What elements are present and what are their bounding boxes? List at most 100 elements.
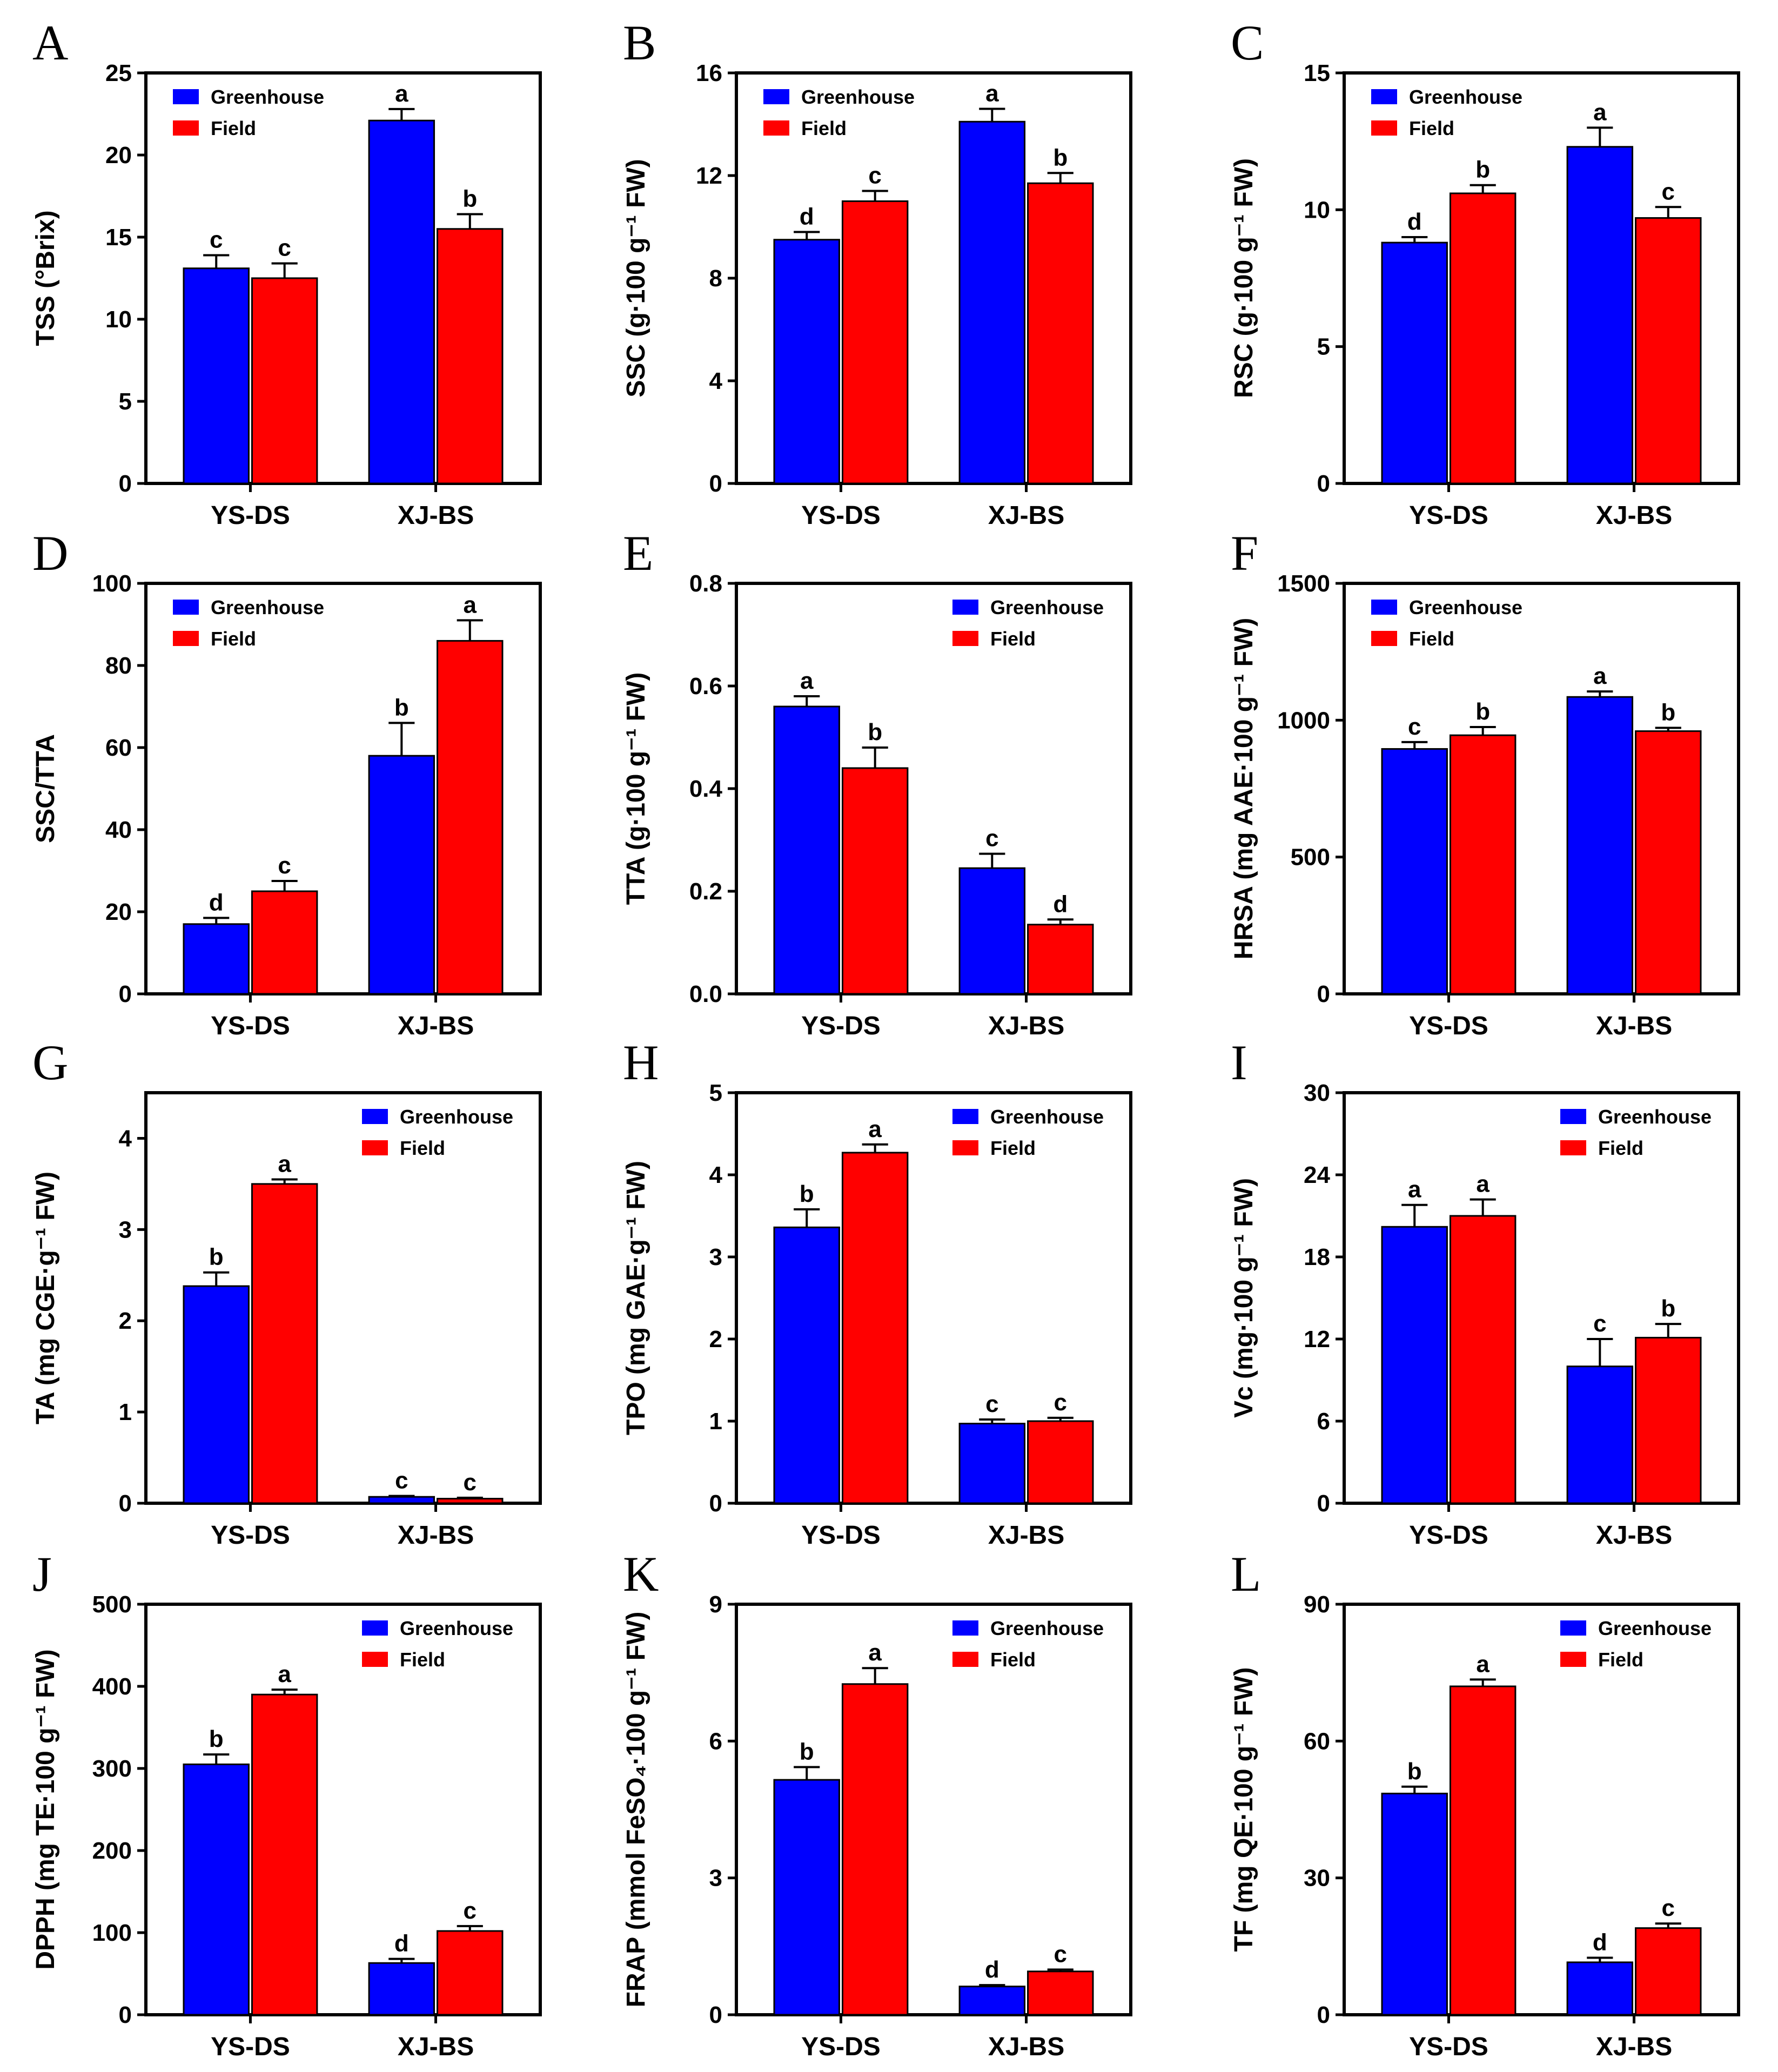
- y-tick-label: 9: [709, 1591, 722, 1618]
- bar-field-xj-bs: [1027, 1970, 1094, 2016]
- legend-swatch-greenhouse: [1371, 89, 1397, 104]
- y-tick-label: 0.0: [689, 981, 722, 1007]
- legend-swatch-greenhouse: [763, 89, 789, 104]
- legend-swatch-field: [1371, 631, 1397, 646]
- significance-letter: d: [1053, 891, 1068, 917]
- panel-l: L 0 30 60 90 TF (mg QE·100 g⁻¹ FW) YS-DS b a XJ-B…: [1230, 1546, 1740, 2061]
- legend-label-field: Field: [990, 1137, 1036, 1159]
- x-category-label: XJ-BS: [1596, 501, 1672, 530]
- significance-letter: c: [464, 1898, 477, 1924]
- x-category-label: XJ-BS: [1596, 2033, 1672, 2061]
- x-category-label: XJ-BS: [988, 1521, 1064, 1550]
- y-tick-label: 20: [105, 899, 132, 925]
- panel-letter-f: F: [1231, 526, 1258, 581]
- significance-letter: c: [1593, 1310, 1606, 1337]
- legend-label-greenhouse: Greenhouse: [1409, 596, 1522, 618]
- panel-letter-a: A: [32, 15, 68, 70]
- y-axis-label: TF (mg QE·100 g⁻¹ FW): [1230, 1667, 1258, 1952]
- bar-field-ys-ds: [251, 277, 318, 485]
- significance-letter: d: [985, 1956, 999, 1983]
- significance-letter: b: [868, 719, 882, 745]
- y-tick-label: 4: [709, 1162, 723, 1188]
- legend-label-greenhouse: Greenhouse: [1598, 1617, 1712, 1639]
- bar-field-ys-ds: [1449, 192, 1517, 485]
- x-category-label: YS-DS: [211, 1521, 290, 1550]
- axis-frame: [1343, 1603, 1740, 2016]
- y-tick-label: 0: [709, 1490, 722, 1517]
- legend-label-greenhouse: Greenhouse: [1598, 1106, 1712, 1128]
- legend-label-greenhouse: Greenhouse: [211, 86, 324, 108]
- legend-swatch-field: [1560, 1140, 1586, 1155]
- panel-j: J 0 100 200 300 400 500 DPPH (mg TE·100 g⁻¹ FW)…: [31, 1546, 542, 2061]
- legend-label-field: Field: [990, 628, 1036, 650]
- legend-swatch-field: [1560, 1652, 1586, 1667]
- bar-field-xj-bs: [1635, 1927, 1702, 2016]
- legend-swatch-field: [763, 120, 789, 136]
- legend-label-greenhouse: Greenhouse: [1409, 86, 1522, 108]
- panel-letter-e: E: [623, 526, 653, 581]
- bar-greenhouse-ys-ds: [1381, 1226, 1448, 1504]
- y-tick-label: 8: [709, 265, 722, 292]
- legend-swatch-field: [173, 631, 199, 646]
- significance-letter: b: [1407, 1758, 1422, 1785]
- axis-frame: [144, 1091, 542, 1505]
- y-tick-label: 5: [709, 1080, 722, 1106]
- y-axis-label: SSC/TTA: [31, 734, 60, 843]
- panel-f: F 0 500 1000 1500 HRSA (mg AAE·100 g⁻¹ FW) YS-…: [1230, 526, 1740, 1040]
- significance-letter: a: [1593, 99, 1607, 125]
- panel-b: B 0 4 8 12 16 SSC (g·100 g⁻¹ FW) YS-DS d c XJ-BS a b…: [622, 15, 1132, 530]
- x-category-label: XJ-BS: [398, 501, 474, 530]
- y-tick-label: 0.4: [689, 776, 723, 802]
- y-tick-label: 0.2: [689, 878, 722, 905]
- x-category-label: YS-DS: [801, 2033, 881, 2061]
- legend: Greenhouse Field: [173, 86, 324, 139]
- y-tick-label: 16: [696, 60, 722, 86]
- significance-letter: b: [462, 185, 477, 212]
- y-axis-label: TSS (°Brix): [31, 210, 60, 346]
- y-tick-label: 1000: [1277, 707, 1330, 734]
- panel-g: G 0 1 2 3 4 TA (mg CGE·g⁻¹ FW) YS-DS b a XJ-BS c c Gr…: [31, 1035, 542, 1550]
- significance-letter: b: [209, 1726, 224, 1752]
- x-category-label: YS-DS: [211, 2033, 290, 2061]
- legend-swatch-field: [362, 1652, 388, 1667]
- y-tick-label: 6: [709, 1728, 722, 1754]
- y-tick-label: 10: [105, 306, 132, 333]
- bar-greenhouse-ys-ds: [1381, 748, 1448, 995]
- panel-letter-d: D: [32, 526, 68, 581]
- significance-letter: c: [278, 235, 291, 261]
- bar-greenhouse-ys-ds: [773, 1779, 840, 2016]
- y-tick-label: 0: [1317, 1490, 1330, 1517]
- significance-letter: c: [1662, 178, 1675, 205]
- y-tick-label: 3: [709, 1244, 722, 1270]
- y-tick-label: 3: [119, 1216, 132, 1243]
- panel-letter-k: K: [623, 1546, 659, 1602]
- legend-label-greenhouse: Greenhouse: [990, 596, 1104, 618]
- y-axis-label: RSC (g·100 g⁻¹ FW): [1230, 158, 1258, 398]
- y-tick-label: 90: [1304, 1591, 1330, 1618]
- panel-letter-l: L: [1231, 1546, 1261, 1602]
- legend: Greenhouse Field: [763, 86, 915, 139]
- legend: Greenhouse Field: [952, 596, 1104, 650]
- significance-letter: a: [868, 1639, 882, 1666]
- y-tick-label: 18: [1304, 1244, 1330, 1270]
- significance-letter: c: [1408, 714, 1421, 740]
- significance-letter: a: [985, 80, 999, 107]
- bar-greenhouse-ys-ds: [183, 1285, 250, 1504]
- y-axis-label: HRSA (mg AAE·100 g⁻¹ FW): [1230, 618, 1258, 959]
- y-axis-label: FRAP (mmol FeSO₄·100 g⁻¹ FW): [622, 1612, 650, 2008]
- legend: Greenhouse Field: [362, 1617, 513, 1671]
- y-tick-label: 400: [92, 1673, 132, 1700]
- y-axis-label: TA (mg CGE·g⁻¹ FW): [31, 1172, 60, 1424]
- x-category-label: XJ-BS: [988, 501, 1064, 530]
- y-tick-label: 12: [696, 163, 722, 189]
- y-tick-label: 100: [92, 1920, 132, 1946]
- x-category-label: XJ-BS: [398, 2033, 474, 2061]
- significance-letter: a: [1408, 1176, 1421, 1203]
- panel-letter-c: C: [1231, 15, 1264, 70]
- bar-field-ys-ds: [841, 200, 909, 485]
- legend-swatch-field: [952, 1140, 978, 1155]
- y-tick-label: 30: [1304, 1865, 1330, 1892]
- x-category-label: YS-DS: [801, 1521, 881, 1550]
- significance-letter: c: [985, 1391, 998, 1417]
- y-tick-label: 10: [1304, 197, 1330, 223]
